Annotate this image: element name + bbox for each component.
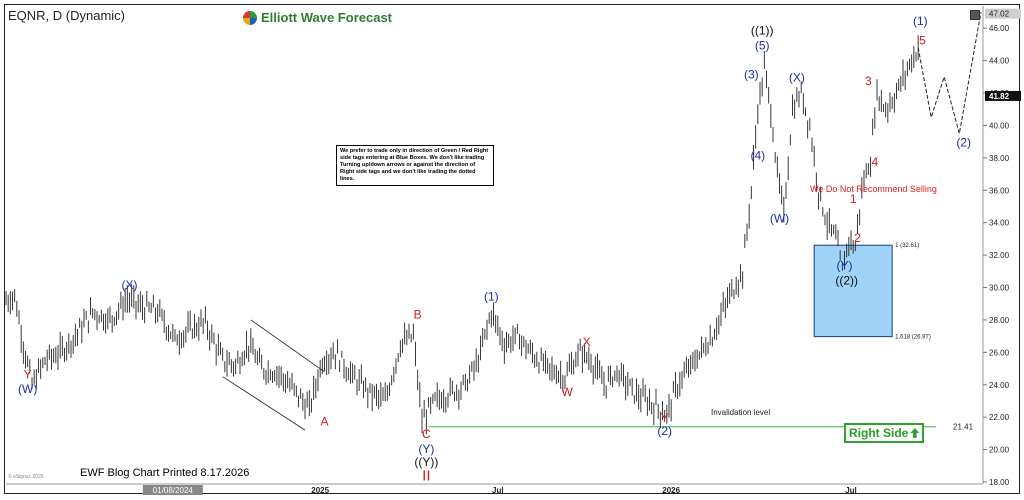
- copyright: © eSignal, 2026: [8, 474, 44, 480]
- y-tick-label: 36.00: [989, 186, 1010, 195]
- wave-label: (1): [484, 289, 499, 303]
- wave-label: 3: [865, 74, 872, 88]
- wave-label: B: [414, 307, 422, 321]
- wave-label: (4): [750, 148, 765, 162]
- trading-notice: We prefer to trade only in direction of …: [336, 145, 494, 186]
- y-tick-label: 28.00: [989, 316, 1010, 325]
- top-price-box: [985, 8, 1021, 19]
- recommend-note: We Do Not Recommend Selling: [810, 184, 937, 194]
- wave-label: C: [422, 427, 431, 441]
- wave-label: (X): [789, 71, 805, 85]
- wave-label: 4: [871, 155, 878, 169]
- y-tick-label: 34.00: [989, 219, 1010, 228]
- box-level-label: 1 (32.61): [895, 243, 919, 249]
- wave-label: Y: [661, 411, 669, 425]
- wave-label: (X): [122, 278, 138, 292]
- wave-label: (1): [913, 14, 928, 28]
- invalidation-value: 21.41: [953, 423, 974, 432]
- box-level-label: 1.618 (26.97): [895, 335, 931, 341]
- y-tick-label: 40.00: [989, 121, 1010, 130]
- trendline: [222, 376, 306, 431]
- wave-label: (W): [770, 212, 789, 226]
- wave-label: ((2)): [835, 273, 858, 287]
- symbol-title: EQNR, D (Dynamic): [8, 8, 126, 23]
- y-tick-label: 22.00: [989, 413, 1010, 422]
- wave-label: (W): [18, 382, 37, 396]
- price-bars: [5, 35, 919, 435]
- arrow-up-icon: [910, 428, 920, 438]
- wave-label: (2): [657, 424, 672, 438]
- x-tick-label: Jul: [492, 486, 504, 495]
- wave-label: 5: [919, 33, 926, 47]
- y-tick-label: 20.00: [989, 446, 1010, 455]
- settings-icon[interactable]: [970, 10, 980, 20]
- wave-label: Y: [24, 367, 32, 381]
- y-tick-label: 30.00: [989, 284, 1010, 293]
- x-tick-label: 2025: [311, 486, 329, 495]
- y-tick-label: 38.00: [989, 154, 1010, 163]
- right-side-label: Right Side: [849, 426, 909, 440]
- y-tick-label: 18.00: [989, 478, 1010, 487]
- wave-label: (5): [755, 38, 770, 52]
- last-price-box: [985, 90, 1021, 101]
- blue-box: [813, 244, 893, 338]
- wave-label: II: [422, 467, 430, 484]
- last-price-label: 41.82: [989, 92, 1010, 101]
- wave-label: 1: [850, 192, 857, 206]
- x-tick-highlight: [142, 485, 203, 495]
- y-tick-label: 32.00: [989, 251, 1010, 260]
- wave-label: A: [320, 414, 328, 428]
- y-tick-label: 24.00: [989, 381, 1010, 390]
- wave-label: X: [583, 335, 591, 349]
- right-side-tag: Right Side: [844, 423, 925, 443]
- projection-path: [917, 11, 982, 134]
- wave-label: ((1)): [751, 24, 774, 38]
- y-tick-label: 46.00: [989, 24, 1010, 33]
- globe-icon: [243, 10, 257, 25]
- trendline: [250, 319, 325, 373]
- footer-printed: EWF Blog Chart Printed 8.17.2026: [80, 467, 250, 479]
- top-price-label: 47.02: [989, 10, 1010, 19]
- wave-label: (Y): [837, 259, 853, 273]
- brand-logo: Elliott Wave Forecast: [243, 10, 392, 25]
- wave-label: 2: [854, 231, 861, 245]
- x-tick-label: 01/08/2024: [153, 486, 194, 495]
- y-tick-label: 26.00: [989, 348, 1010, 357]
- wave-label: W: [562, 385, 574, 399]
- brand-name: Elliott Wave Forecast: [261, 10, 392, 25]
- x-tick-label: Jul: [845, 486, 857, 495]
- wave-label: (2): [956, 136, 971, 150]
- wave-label: (3): [744, 67, 759, 81]
- wave-label: (Y): [418, 442, 434, 456]
- wave-label: ((Y)): [414, 455, 438, 469]
- x-tick-label: 2026: [662, 486, 680, 495]
- invalidation-label: Invalidation level: [711, 408, 771, 417]
- y-tick-label: 44.00: [989, 57, 1010, 66]
